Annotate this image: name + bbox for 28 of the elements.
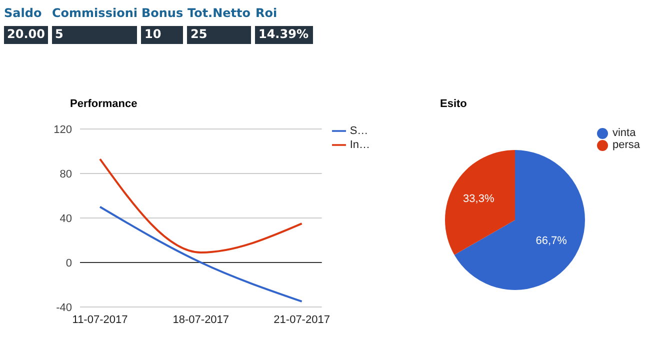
text: 25 bbox=[190, 27, 208, 41]
text: 14.39% bbox=[258, 27, 308, 41]
legend-label: vinta bbox=[612, 127, 636, 139]
text: 20.00 bbox=[7, 27, 45, 41]
pie-slice bbox=[454, 150, 585, 290]
legend-label: S… bbox=[350, 124, 368, 137]
x-tick-label: 18-07-2017 bbox=[172, 314, 230, 326]
chart-title: Esito bbox=[440, 98, 467, 110]
legend-label: In… bbox=[350, 138, 370, 151]
y-tick-label: -40 bbox=[56, 302, 72, 314]
category-label: Saldo bbox=[4, 6, 43, 22]
pie-slice bbox=[445, 150, 515, 255]
y-tick-label: 40 bbox=[60, 212, 72, 225]
x-tick-label: 21-07-2017 bbox=[274, 314, 330, 326]
legend-label: persa bbox=[612, 139, 640, 151]
category-label: Commissioni bbox=[52, 6, 138, 22]
text: 5 bbox=[55, 27, 64, 41]
data-label: 33,3% bbox=[463, 192, 494, 205]
y-tick-label: 120 bbox=[54, 124, 72, 136]
category-label: Roi bbox=[255, 6, 278, 22]
y-tick-label: 0 bbox=[66, 257, 72, 270]
x-tick-label: 11-07-2017 bbox=[72, 314, 128, 326]
category-label: Tot.Netto bbox=[187, 6, 252, 22]
text: 10 bbox=[144, 27, 162, 41]
category-label: Bonus bbox=[141, 6, 184, 22]
y-tick-label: 80 bbox=[60, 168, 72, 180]
chart-title: Performance bbox=[70, 98, 138, 110]
data-label: 66,7% bbox=[536, 235, 568, 248]
